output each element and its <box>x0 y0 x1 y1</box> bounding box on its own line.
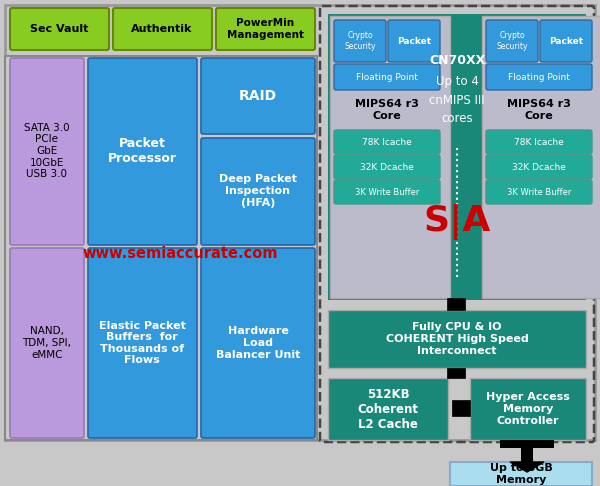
FancyBboxPatch shape <box>486 64 592 90</box>
Bar <box>330 16 450 298</box>
FancyBboxPatch shape <box>486 155 592 179</box>
FancyBboxPatch shape <box>88 58 197 245</box>
Text: Fully CPU & IO
COHERENT High Speed
Interconnect: Fully CPU & IO COHERENT High Speed Inter… <box>386 322 529 356</box>
Text: Crypto
Security: Crypto Security <box>496 31 528 51</box>
Bar <box>452 400 470 416</box>
Text: 32K Dcache: 32K Dcache <box>512 162 566 172</box>
FancyBboxPatch shape <box>113 8 212 50</box>
FancyBboxPatch shape <box>201 248 315 438</box>
Text: RAID: RAID <box>239 89 277 103</box>
Text: Sec Vault: Sec Vault <box>30 24 88 34</box>
FancyBboxPatch shape <box>334 130 440 154</box>
FancyBboxPatch shape <box>334 20 386 62</box>
FancyBboxPatch shape <box>486 130 592 154</box>
Text: 512KB
Coherent
L2 Cache: 512KB Coherent L2 Cache <box>358 387 419 431</box>
Text: Floating Point: Floating Point <box>508 72 570 82</box>
Text: MIPS64 r3
Core: MIPS64 r3 Core <box>507 99 571 121</box>
Polygon shape <box>510 462 544 472</box>
Bar <box>470 378 586 440</box>
Text: cnMIPS III: cnMIPS III <box>429 93 485 106</box>
Text: Floating Point: Floating Point <box>356 72 418 82</box>
Text: Elastic Packet
Buffers  for
Thousands of
Flows: Elastic Packet Buffers for Thousands of … <box>98 321 185 365</box>
Text: Packet: Packet <box>397 36 431 46</box>
Text: NAND,
TDM, SPI,
eMMC: NAND, TDM, SPI, eMMC <box>23 327 71 360</box>
FancyBboxPatch shape <box>334 155 440 179</box>
FancyBboxPatch shape <box>201 138 315 245</box>
Text: Up to 4: Up to 4 <box>436 75 478 88</box>
Bar <box>328 14 586 300</box>
FancyBboxPatch shape <box>388 20 440 62</box>
FancyBboxPatch shape <box>540 20 592 62</box>
FancyBboxPatch shape <box>216 8 315 50</box>
Text: 3K Write Buffer: 3K Write Buffer <box>355 188 419 196</box>
FancyBboxPatch shape <box>486 180 592 204</box>
Bar <box>447 368 465 378</box>
Text: Packet
Processor: Packet Processor <box>107 137 176 165</box>
Bar <box>482 16 600 298</box>
Bar <box>328 378 448 440</box>
FancyBboxPatch shape <box>334 64 440 90</box>
Text: SATA 3.0
PCIe
GbE
10GbE
USB 3.0: SATA 3.0 PCIe GbE 10GbE USB 3.0 <box>24 123 70 179</box>
FancyBboxPatch shape <box>88 248 197 438</box>
Text: PowerMin
Management: PowerMin Management <box>227 18 304 40</box>
FancyBboxPatch shape <box>10 8 109 50</box>
FancyBboxPatch shape <box>334 180 440 204</box>
Text: S|A: S|A <box>424 204 491 240</box>
Bar <box>328 310 586 368</box>
Text: Up to 8GB
Memory: Up to 8GB Memory <box>490 463 553 485</box>
Text: 3K Write Buffer: 3K Write Buffer <box>507 188 571 196</box>
Text: 78K Icache: 78K Icache <box>514 138 564 146</box>
Bar <box>521 448 533 462</box>
Text: Authentik: Authentik <box>131 24 193 34</box>
Text: Crypto
Security: Crypto Security <box>344 31 376 51</box>
Text: CN70XX: CN70XX <box>429 53 485 67</box>
Text: Deep Packet
Inspection
(HFA): Deep Packet Inspection (HFA) <box>219 174 297 208</box>
Bar <box>5 56 317 440</box>
Bar <box>447 298 465 310</box>
Text: 32K Dcache: 32K Dcache <box>360 162 414 172</box>
Bar <box>500 440 554 448</box>
Text: cores: cores <box>441 111 473 124</box>
Text: Packet: Packet <box>549 36 583 46</box>
Text: www.semiaccurate.com: www.semiaccurate.com <box>82 245 278 260</box>
Bar <box>5 5 595 440</box>
Bar <box>450 462 592 486</box>
FancyBboxPatch shape <box>10 58 84 245</box>
Text: 78K Icache: 78K Icache <box>362 138 412 146</box>
Text: Hyper Access
Memory
Controller: Hyper Access Memory Controller <box>486 392 570 426</box>
FancyBboxPatch shape <box>10 248 84 438</box>
FancyBboxPatch shape <box>201 58 315 134</box>
FancyBboxPatch shape <box>486 20 538 62</box>
Text: Hardware
Load
Balancer Unit: Hardware Load Balancer Unit <box>216 327 300 360</box>
Text: MIPS64 r3
Core: MIPS64 r3 Core <box>355 99 419 121</box>
